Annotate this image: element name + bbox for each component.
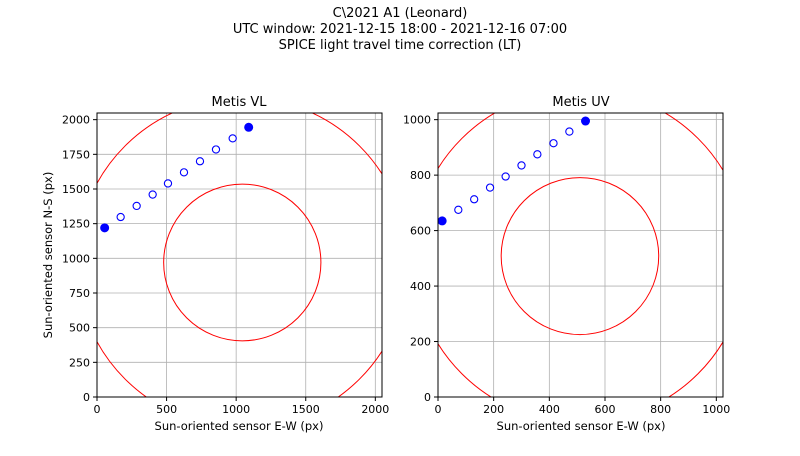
fov-circle <box>500 177 660 336</box>
x-tick-label: 0 <box>94 403 101 416</box>
y-tick-label: 800 <box>410 169 431 182</box>
data-point-open <box>211 145 221 154</box>
chart-metis-uv: Metis UV Sun-oriented sensor E-W (px) 0 2… <box>403 95 730 433</box>
data-point-filled <box>581 116 591 126</box>
figure-title-line-1: C\2021 A1 (Leonard) <box>333 6 468 21</box>
data-point-filled <box>100 223 110 233</box>
data-point-open <box>549 139 558 148</box>
data-point-open <box>501 172 510 181</box>
data-point-open <box>533 150 542 159</box>
plot-area <box>97 113 382 397</box>
y-tick-label: 0 <box>83 391 90 404</box>
x-tick-label: 1000 <box>702 403 730 416</box>
y-tick-label: 1750 <box>62 148 90 161</box>
y-tick-label: 200 <box>410 336 431 349</box>
data-point-open <box>565 127 574 136</box>
y-tick-label: 1000 <box>62 252 90 265</box>
data-point-open <box>470 195 479 204</box>
chart-metis-vl: Metis VL Sun-oriented sensor E-W (px) Su… <box>41 95 389 433</box>
y-tick-label: 1500 <box>62 183 90 196</box>
fov-circle <box>97 113 382 397</box>
y-tick-label: 400 <box>410 280 431 293</box>
chart-title: Metis VL <box>212 95 268 110</box>
fov-circle <box>438 113 723 397</box>
data-point-open <box>116 212 125 222</box>
figure-title-line-2: UTC window: 2021-12-15 18:00 - 2021-12-1… <box>233 22 567 37</box>
y-tick-label: 1000 <box>403 114 431 127</box>
x-axis-label: Sun-oriented sensor E-W (px) <box>497 419 666 433</box>
x-tick-label: 500 <box>156 403 177 416</box>
chart-title: Metis UV <box>552 95 609 110</box>
data-point-open <box>485 183 495 192</box>
data-point-open <box>517 161 526 170</box>
axes-frame <box>437 112 724 398</box>
x-tick-label: 1500 <box>292 403 320 416</box>
plot-area <box>438 113 723 397</box>
y-tick-label: 500 <box>69 322 90 335</box>
x-tick-label: 0 <box>435 403 442 416</box>
fov-circle <box>163 183 322 342</box>
data-point-filled <box>438 216 447 226</box>
x-tick-label: 400 <box>539 403 560 416</box>
y-tick-label: 2000 <box>62 114 90 127</box>
x-tick-label: 800 <box>650 403 671 416</box>
data-point-open <box>148 190 157 199</box>
figure-title-line-3: SPICE light travel time correction (LT) <box>279 38 522 53</box>
y-tick-label: 600 <box>410 225 431 238</box>
x-axis-label: Sun-oriented sensor E-W (px) <box>155 419 324 433</box>
data-point-open <box>454 205 463 214</box>
y-tick-label: 250 <box>69 356 90 369</box>
data-point-open <box>163 179 173 188</box>
y-tick-label: 750 <box>69 287 90 300</box>
x-tick-label: 600 <box>594 403 615 416</box>
data-point-filled <box>244 122 254 132</box>
y-axis-label: Sun-oriented sensor N-S (px) <box>41 172 55 339</box>
x-tick-label: 2000 <box>361 403 389 416</box>
y-tick-label: 1250 <box>62 218 90 231</box>
data-point-open <box>195 157 205 166</box>
axes-frame <box>96 112 383 398</box>
data-point-open <box>228 134 237 143</box>
x-tick-label: 200 <box>483 403 504 416</box>
data-point-open <box>132 201 141 211</box>
x-tick-label: 1000 <box>222 403 250 416</box>
y-tick-label: 0 <box>424 391 431 404</box>
data-point-open <box>179 168 189 177</box>
